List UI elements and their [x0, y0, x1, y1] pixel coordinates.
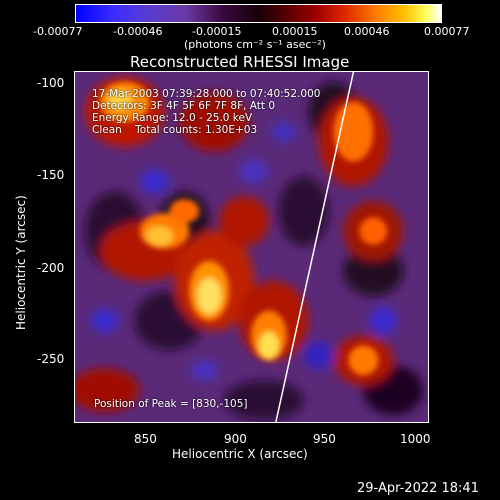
y-tick-label: -250 [37, 352, 65, 366]
plot-area [74, 71, 429, 423]
x-tick-label: 950 [313, 432, 336, 446]
rhessi-image [75, 72, 428, 422]
solar-limb-line [275, 72, 355, 422]
colorbar-tick-2: -0.00046 [113, 25, 163, 38]
colorbar-tick-3: -0.00015 [192, 25, 242, 38]
y-tick-label: -200 [37, 261, 65, 275]
detectors-text: Detectors: 3F 4F 5F 6F 7F 8F, Att 0 [92, 100, 276, 112]
colorbar-tick-4: 0.00015 [272, 25, 318, 38]
colorbar-tick-1: -0.00077 [33, 25, 83, 38]
energy-range-text: Energy Range: 12.0 - 25.0 keV [92, 112, 253, 124]
x-tick-label: 1000 [400, 432, 431, 446]
colorbar-units-label: (photons cm⁻² s⁻¹ asec⁻²) [184, 38, 326, 51]
time-range-text: 17-Mar-2003 07:39:28.000 to 07:40:52.000 [92, 88, 321, 100]
y-tick-label: -150 [37, 168, 65, 182]
x-axis-title: Heliocentric X (arcsec) [172, 447, 308, 461]
colorbar [75, 4, 442, 23]
footer-date: 29-Apr-2022 18:41 [357, 481, 479, 496]
method-counts-text: Clean Total counts: 1.30E+03 [92, 124, 258, 136]
y-tick-label: -100 [37, 76, 65, 90]
y-axis-title: Heliocentric Y (arcsec) [14, 195, 28, 330]
colorbar-tick-6: 0.00077 [424, 25, 470, 38]
colorbar-tick-5: 0.00046 [344, 25, 390, 38]
plot-title: Reconstructed RHESSI Image [130, 53, 350, 71]
peak-position-text: Position of Peak = [830,-105] [94, 398, 248, 410]
x-tick-label: 850 [134, 432, 157, 446]
x-tick-label: 900 [224, 432, 247, 446]
